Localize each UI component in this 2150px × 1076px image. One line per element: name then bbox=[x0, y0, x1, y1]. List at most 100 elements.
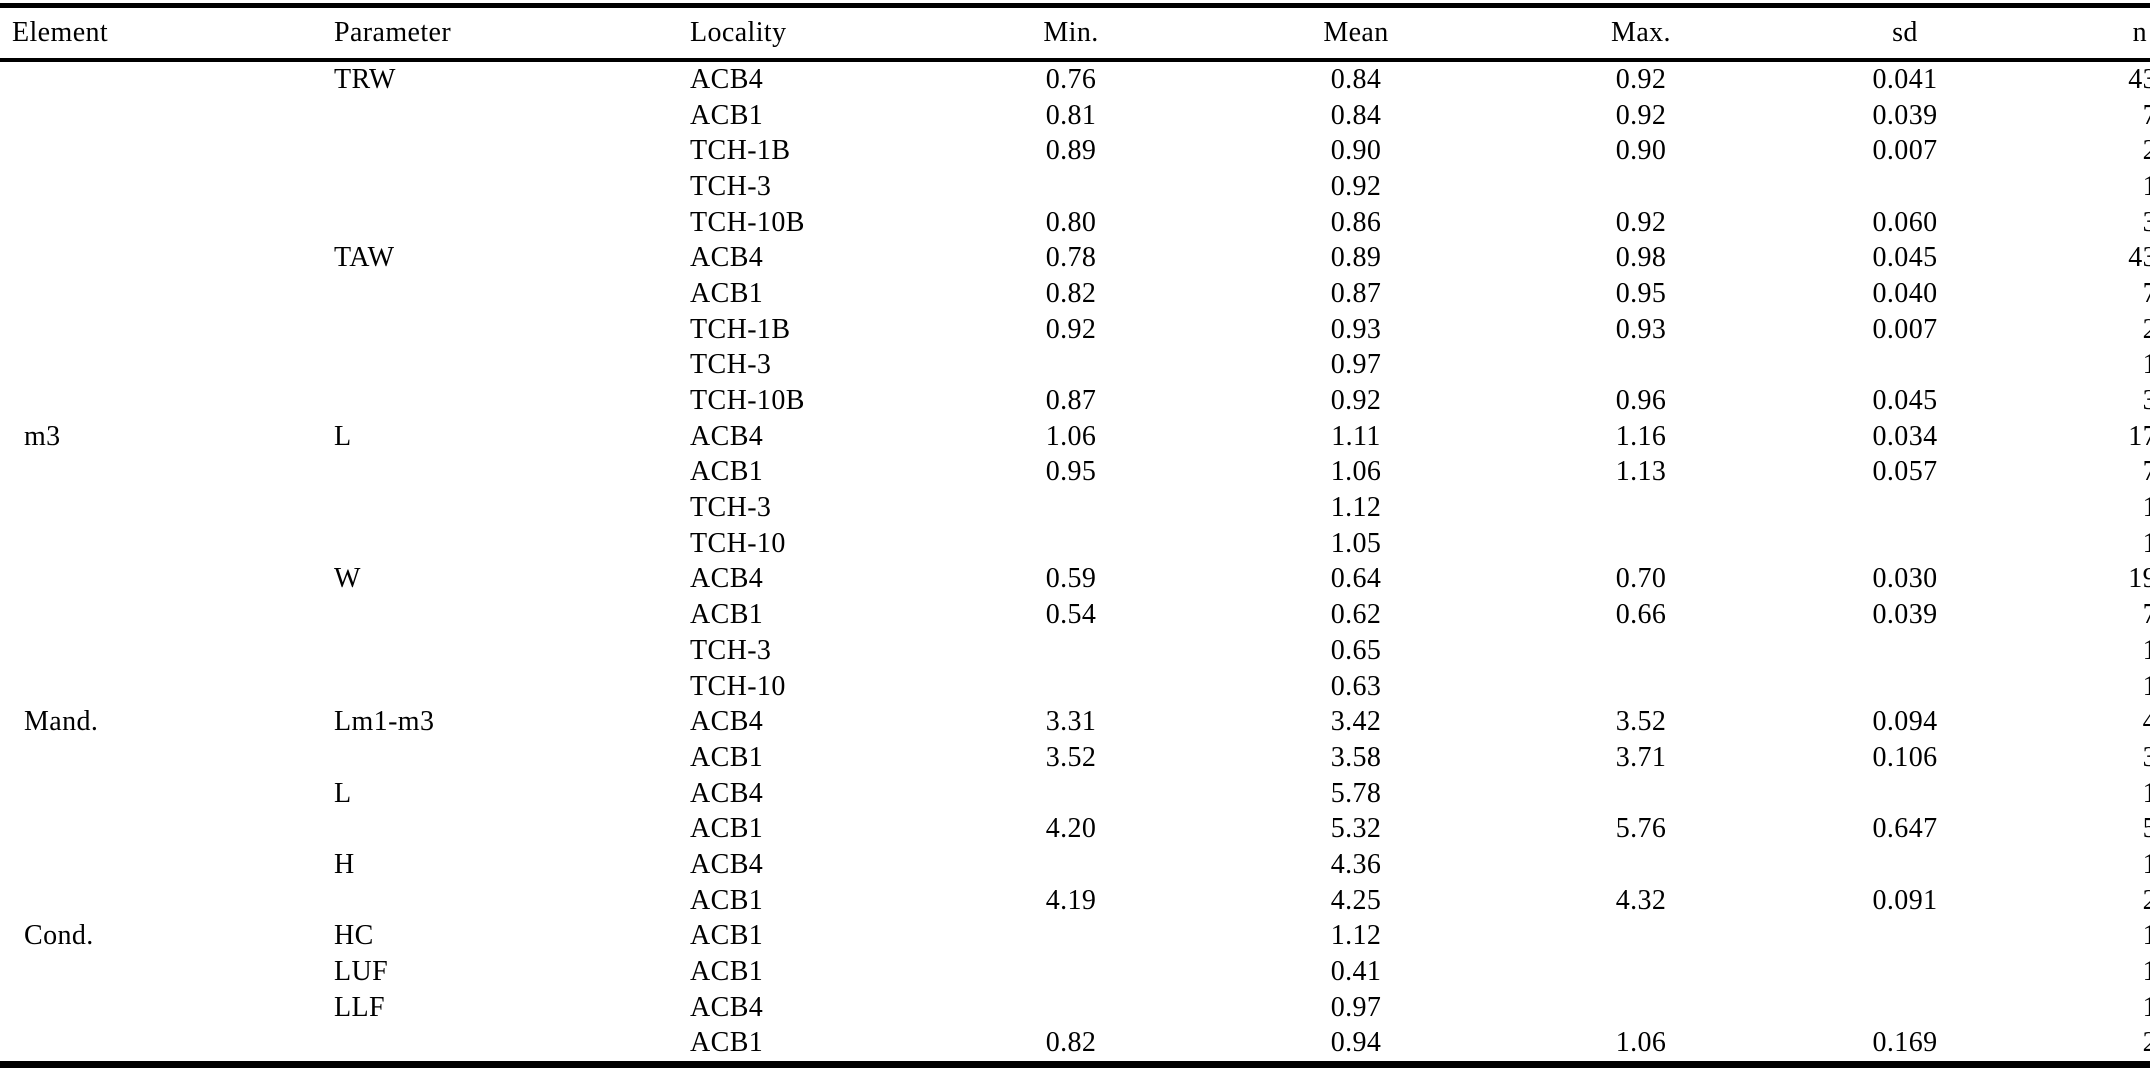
cell-sd: 0.040 bbox=[1872, 277, 1938, 309]
column-header-sd: sd bbox=[1892, 17, 1918, 48]
cell-parameter bbox=[310, 348, 670, 384]
cell-locality: TCH-10B bbox=[690, 385, 805, 417]
cell-locality: TCH-10 bbox=[690, 670, 786, 702]
cell-parameter bbox=[310, 455, 670, 491]
cell-element bbox=[0, 776, 310, 812]
cell-sd: 0.030 bbox=[1872, 563, 1938, 595]
cell-min: 0.81 bbox=[1045, 99, 1097, 131]
cell-mean: 0.92 bbox=[1330, 170, 1382, 202]
cell-mean: 0.93 bbox=[1330, 313, 1382, 345]
cell-mean: 1.12 bbox=[1330, 492, 1382, 524]
cell-max: 1.16 bbox=[1615, 420, 1667, 452]
cell-parameter bbox=[310, 133, 670, 169]
cell-mean: 0.41 bbox=[1330, 956, 1382, 988]
table-row: Mand. Lm1-m3 ACB4 3.31 3.42 3.52 0.094 4 bbox=[0, 704, 2150, 740]
table-row: TCH-1B 0.89 0.90 0.90 0.007 2 bbox=[0, 133, 2150, 169]
cell-element bbox=[0, 669, 310, 705]
cell-locality: TCH-3 bbox=[690, 634, 772, 666]
cell-min bbox=[950, 776, 1192, 812]
cell-locality: ACB4 bbox=[690, 848, 764, 880]
cell-mean: 1.12 bbox=[1330, 920, 1382, 952]
cell-element bbox=[0, 490, 310, 526]
cell-locality: ACB1 bbox=[690, 1027, 764, 1059]
cell-max bbox=[1520, 954, 1762, 990]
cell-element: Mand. bbox=[24, 706, 99, 738]
cell-locality: TCH-1B bbox=[690, 135, 791, 167]
cell-locality: ACB1 bbox=[690, 741, 764, 773]
cell-parameter bbox=[310, 169, 670, 205]
cell-mean: 4.36 bbox=[1330, 848, 1382, 880]
cell-max bbox=[1520, 633, 1762, 669]
cell-min: 0.76 bbox=[1045, 63, 1097, 95]
cell-element bbox=[0, 383, 310, 419]
column-header-element: Element bbox=[12, 17, 109, 48]
cell-parameter bbox=[310, 312, 670, 348]
cell-locality: TCH-10 bbox=[690, 527, 786, 559]
cell-sd bbox=[1762, 919, 2048, 955]
cell-sd: 0.057 bbox=[1872, 456, 1938, 488]
cell-min: 4.20 bbox=[1045, 813, 1097, 845]
cell-mean: 3.58 bbox=[1330, 741, 1382, 773]
cell-parameter bbox=[310, 490, 670, 526]
cell-sd: 0.039 bbox=[1872, 599, 1938, 631]
cell-parameter bbox=[310, 633, 670, 669]
table-row: ACB1 4.19 4.25 4.32 0.091 2 bbox=[0, 883, 2150, 919]
cell-n: 1 bbox=[2048, 669, 2150, 705]
table-row: TCH-10B 0.87 0.92 0.96 0.045 3 bbox=[0, 383, 2150, 419]
cell-max bbox=[1520, 348, 1762, 384]
cell-parameter: Lm1-m3 bbox=[334, 706, 435, 738]
cell-sd: 0.094 bbox=[1872, 706, 1938, 738]
cell-parameter bbox=[310, 740, 670, 776]
cell-min bbox=[950, 990, 1192, 1026]
cell-n: 7 bbox=[2048, 597, 2150, 633]
table-row: TCH-3 0.65 1 bbox=[0, 633, 2150, 669]
cell-n: 3 bbox=[2048, 740, 2150, 776]
cell-n: 1 bbox=[2048, 348, 2150, 384]
cell-locality: ACB4 bbox=[690, 63, 764, 95]
cell-parameter bbox=[310, 1026, 670, 1065]
table-row: TCH-10B 0.80 0.86 0.92 0.060 3 bbox=[0, 205, 2150, 241]
cell-locality: ACB1 bbox=[690, 813, 764, 845]
cell-n: 43 bbox=[2128, 242, 2150, 274]
column-header-n: n bbox=[2132, 17, 2147, 48]
cell-sd: 0.045 bbox=[1872, 242, 1938, 274]
cell-element bbox=[0, 169, 310, 205]
cell-max bbox=[1520, 490, 1762, 526]
cell-element bbox=[0, 562, 310, 598]
cell-locality: ACB1 bbox=[690, 884, 764, 916]
table-row: TCH-3 0.92 1 bbox=[0, 169, 2150, 205]
table-row: LLF ACB4 0.97 1 bbox=[0, 990, 2150, 1026]
cell-locality: TCH-1B bbox=[690, 313, 791, 345]
cell-n: 1 bbox=[2048, 169, 2150, 205]
cell-n: 43 bbox=[2128, 63, 2150, 95]
cell-element bbox=[0, 1026, 310, 1065]
table-row: TCH-3 0.97 1 bbox=[0, 348, 2150, 384]
cell-sd bbox=[1762, 490, 2048, 526]
cell-sd bbox=[1762, 669, 2048, 705]
cell-max: 0.98 bbox=[1615, 242, 1667, 274]
table-row: TCH-3 1.12 1 bbox=[0, 490, 2150, 526]
cell-parameter: L bbox=[334, 777, 352, 809]
cell-min: 3.31 bbox=[1045, 706, 1097, 738]
cell-n: 3 bbox=[2048, 205, 2150, 241]
table-row: L ACB4 5.78 1 bbox=[0, 776, 2150, 812]
cell-parameter: LUF bbox=[334, 956, 389, 988]
table-row: TCH-1B 0.92 0.93 0.93 0.007 2 bbox=[0, 312, 2150, 348]
cell-element bbox=[0, 954, 310, 990]
cell-locality: ACB1 bbox=[690, 599, 764, 631]
cell-parameter bbox=[310, 276, 670, 312]
cell-mean: 1.05 bbox=[1330, 527, 1382, 559]
cell-min bbox=[950, 919, 1192, 955]
cell-element bbox=[0, 133, 310, 169]
cell-mean: 0.89 bbox=[1330, 242, 1382, 274]
cell-max: 0.90 bbox=[1615, 135, 1667, 167]
cell-max: 1.06 bbox=[1615, 1027, 1667, 1059]
cell-max bbox=[1520, 776, 1762, 812]
column-header-min: Min. bbox=[1043, 17, 1099, 48]
cell-max: 4.32 bbox=[1615, 884, 1667, 916]
cell-n: 1 bbox=[2048, 919, 2150, 955]
table-row: ACB1 0.95 1.06 1.13 0.057 7 bbox=[0, 455, 2150, 491]
cell-parameter bbox=[310, 205, 670, 241]
cell-locality: ACB4 bbox=[690, 420, 764, 452]
cell-mean: 0.97 bbox=[1330, 349, 1382, 381]
